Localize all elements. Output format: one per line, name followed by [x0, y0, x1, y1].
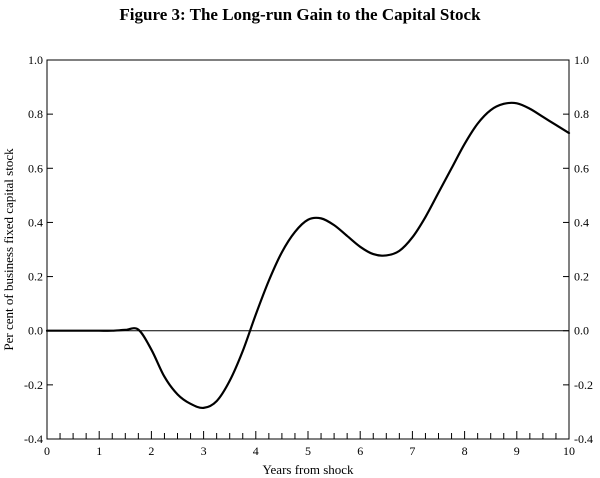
x-axis-label: Years from shock [262, 462, 354, 477]
y-right-tick-label: -0.2 [574, 378, 593, 392]
x-tick-label: 6 [357, 444, 363, 458]
axis-ticks [46, 59, 570, 440]
y-axis-label: Per cent of business fixed capital stock [1, 148, 16, 351]
y-right-tick-label: 0.2 [574, 270, 589, 284]
plot-frame [46, 59, 570, 440]
x-tick-label: 5 [305, 444, 311, 458]
tick-labels: 0 1 2 3 4 5 6 7 8 9 10-0.4 -0.4-0.2 -0.20.0 0.00.2 0.2… [24, 53, 593, 458]
y-left-tick-label: 0.4 [28, 215, 43, 229]
x-tick-label: 7 [409, 444, 415, 458]
x-tick-label: 3 [201, 444, 207, 458]
y-right-tick-label: 0.4 [574, 215, 589, 229]
x-tick-label: 2 [148, 444, 154, 458]
y-left-tick-label: 0.2 [28, 270, 43, 284]
y-left-tick-label: 0.8 [28, 107, 43, 121]
y-left-tick-label: 0.6 [28, 161, 43, 175]
x-tick-label: 10 [563, 444, 575, 458]
y-right-tick-label: -0.4 [574, 432, 593, 446]
x-tick-label: 8 [462, 444, 468, 458]
y-left-tick-label: -0.2 [24, 378, 43, 392]
y-left-tick-label: -0.4 [24, 432, 43, 446]
y-left-tick-label: 0.0 [28, 324, 43, 338]
x-tick-label: 4 [253, 444, 259, 458]
x-tick-label: 0 [44, 444, 50, 458]
y-right-tick-label: 0.0 [574, 324, 589, 338]
series-line [45, 101, 571, 410]
x-tick-label: 9 [514, 444, 520, 458]
x-tick-label: 1 [96, 444, 102, 458]
y-right-tick-label: 0.6 [574, 161, 589, 175]
y-left-tick-label: 1.0 [28, 53, 43, 67]
y-right-tick-label: 1.0 [574, 53, 589, 67]
y-right-tick-label: 0.8 [574, 107, 589, 121]
chart-title: Figure 3: The Long-run Gain to the Capit… [119, 5, 481, 24]
